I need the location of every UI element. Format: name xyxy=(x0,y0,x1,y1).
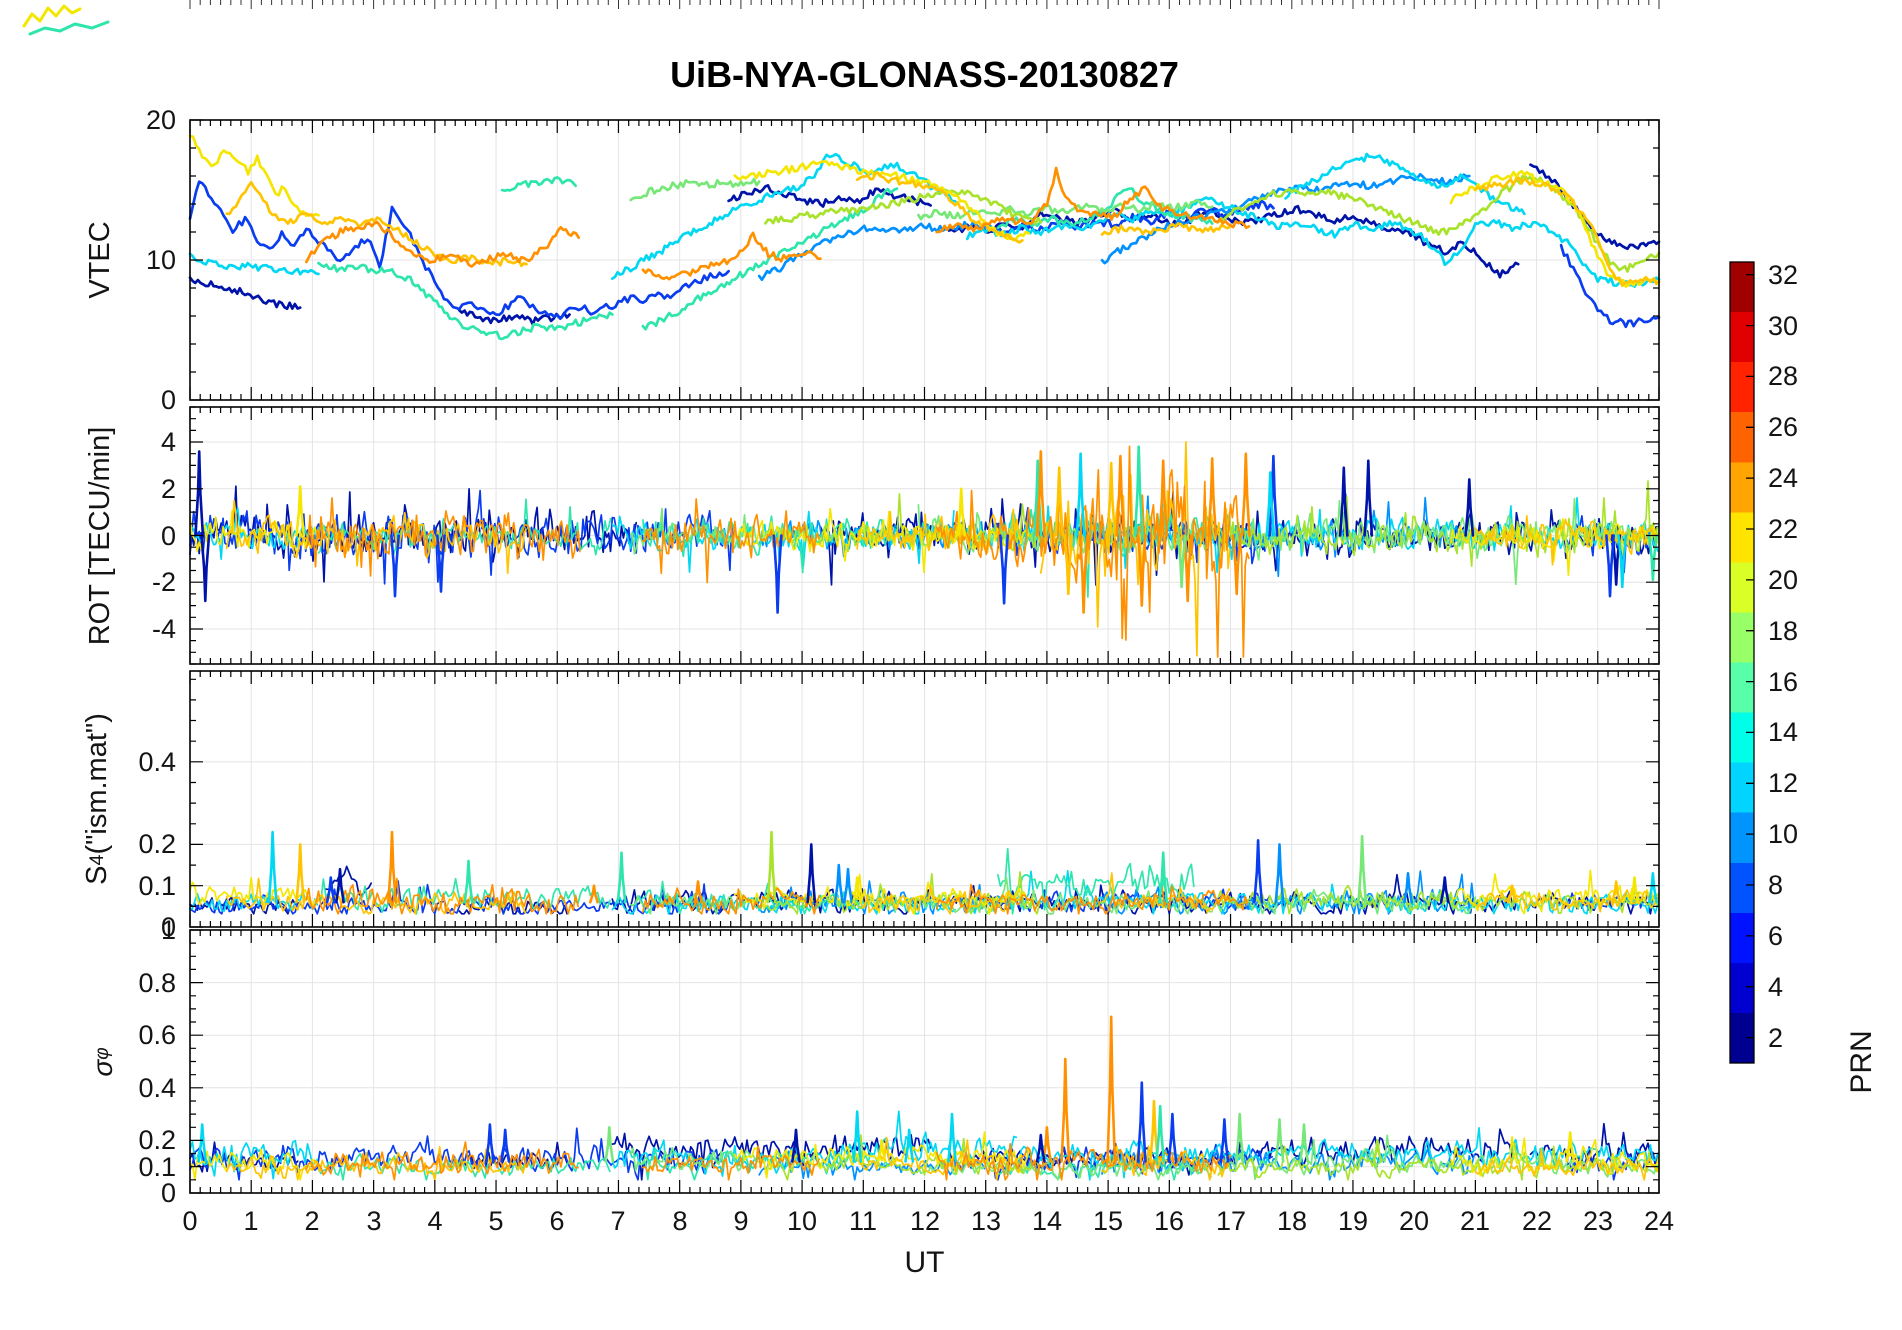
x-tick-label: 2 xyxy=(304,1206,320,1236)
colorbar-tick-label: 30 xyxy=(1768,311,1799,341)
colorbar-tick-label: 10 xyxy=(1768,819,1799,849)
colorbar-tick-label: 22 xyxy=(1768,514,1799,544)
x-tick-label: 4 xyxy=(427,1206,443,1236)
y-tick-label-s4: 0 xyxy=(160,912,176,942)
y-tick-label-vtec: 0 xyxy=(160,385,176,415)
y-tick-label-s4: 0.2 xyxy=(138,829,176,859)
x-tick-label: 23 xyxy=(1582,1206,1614,1236)
y-tick-label-vtec: 20 xyxy=(145,105,176,135)
x-tick-label: 9 xyxy=(733,1206,749,1236)
y-tick-label-vtec: 10 xyxy=(145,245,176,275)
y-tick-label-rot: 4 xyxy=(160,427,176,457)
y-tick-label-rot: 0 xyxy=(160,521,176,551)
x-tick-label: 3 xyxy=(366,1206,382,1236)
x-tick-label: 24 xyxy=(1643,1206,1675,1236)
colorbar-tick-label: 8 xyxy=(1768,870,1784,900)
x-tick-label: 20 xyxy=(1398,1206,1430,1236)
x-tick-label: 7 xyxy=(610,1206,626,1236)
x-tick-label: 1 xyxy=(243,1206,259,1236)
y-tick-label-sigma: 0 xyxy=(160,1178,176,1208)
x-tick-label: 12 xyxy=(909,1206,941,1236)
colorbar-label: PRN xyxy=(1845,1030,1878,1094)
y-tick-label-sigma: 0.6 xyxy=(138,1020,176,1050)
colorbar-tick-label: 4 xyxy=(1768,972,1784,1002)
y-tick-label-rot: -2 xyxy=(151,567,176,597)
colorbar-tick-label: 24 xyxy=(1768,463,1799,493)
x-tick-label: 16 xyxy=(1153,1206,1185,1236)
x-tick-label: 10 xyxy=(786,1206,818,1236)
x-tick-label: 22 xyxy=(1521,1206,1553,1236)
x-tick-label: 15 xyxy=(1092,1206,1124,1236)
y-tick-label-sigma: 0.4 xyxy=(138,1073,176,1103)
x-tick-label: 11 xyxy=(848,1206,878,1236)
y-tick-label-s4: 0.4 xyxy=(138,747,176,777)
colorbar-tick-label: 16 xyxy=(1768,667,1799,697)
x-tick-label: 13 xyxy=(970,1206,1002,1236)
x-tick-label: 19 xyxy=(1337,1206,1369,1236)
colorbar-tick-label: 6 xyxy=(1768,921,1784,951)
x-tick-label: 0 xyxy=(182,1206,198,1236)
x-tick-label: 17 xyxy=(1215,1206,1247,1236)
x-axis-label: UT xyxy=(904,1246,945,1279)
colorbar-tick-label: 12 xyxy=(1768,768,1799,798)
y-tick-label-sigma: 0.8 xyxy=(138,968,176,998)
x-tick-label: 6 xyxy=(549,1206,565,1236)
x-tick-label: 18 xyxy=(1276,1206,1308,1236)
colorbar-tick-label: 20 xyxy=(1768,565,1799,595)
colorbar-tick-label: 2 xyxy=(1768,1023,1784,1053)
colorbar-tick-label: 28 xyxy=(1768,361,1799,391)
y-tick-label-sigma: 0.1 xyxy=(138,1152,176,1182)
y-tick-label-s4: 0.1 xyxy=(138,871,176,901)
chart-title: UiB-NYA-GLONASS-20130827 xyxy=(670,54,1179,95)
colorbar-tick-label: 32 xyxy=(1768,260,1799,290)
y-tick-label-rot: 2 xyxy=(160,474,176,504)
y-tick-label-rot: -4 xyxy=(151,614,176,644)
y-tick-label-sigma: 1 xyxy=(160,915,176,945)
colorbar-tick-label: 18 xyxy=(1768,616,1799,646)
x-tick-label: 8 xyxy=(672,1206,688,1236)
y-tick-label-sigma: 0.2 xyxy=(138,1125,176,1155)
colorbar-tick-label: 14 xyxy=(1768,717,1799,747)
x-tick-label: 21 xyxy=(1459,1206,1491,1236)
x-tick-label: 5 xyxy=(488,1206,504,1236)
x-tick-label: 14 xyxy=(1031,1206,1063,1236)
colorbar-tick-label: 26 xyxy=(1768,412,1799,442)
